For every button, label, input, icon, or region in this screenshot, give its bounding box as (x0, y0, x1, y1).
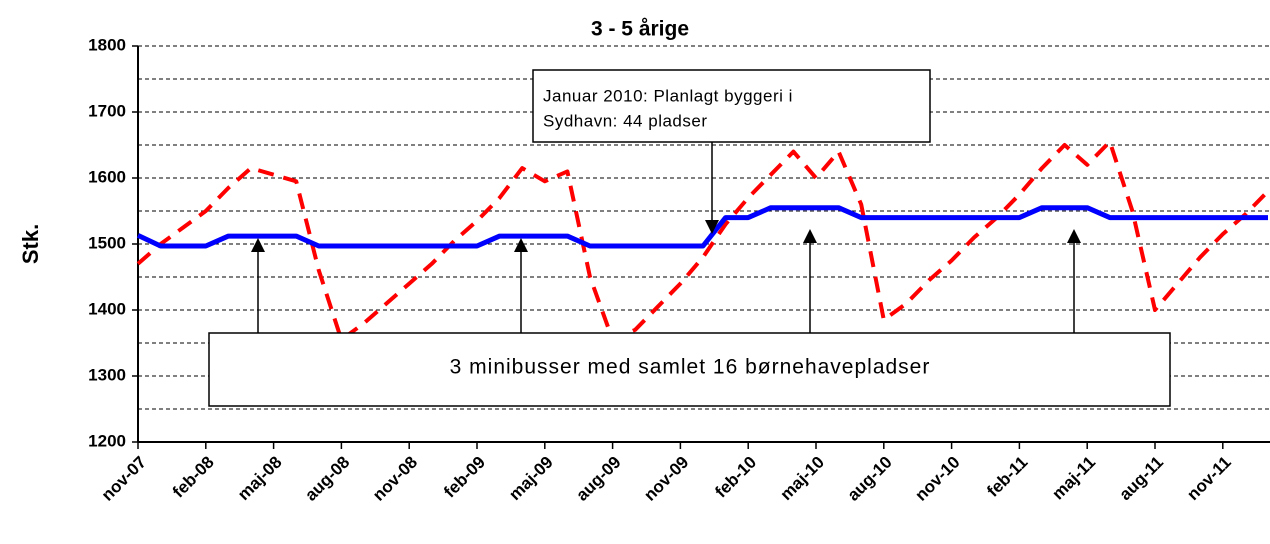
annotation-text: Sydhavn: 44 pladser (543, 111, 708, 130)
data-line (136, 205, 1268, 249)
x-tick-label: maj-09 (505, 453, 557, 505)
annotation-text: 3 minibusser med samlet 16 børnehaveplad… (450, 356, 931, 379)
arrow-head (251, 238, 265, 252)
arrow-head (1067, 229, 1081, 243)
x-tick-label: feb-11 (983, 453, 1031, 501)
y-tick-label: 1200 (88, 431, 126, 450)
x-tick-label: aug-10 (844, 453, 896, 505)
x-tick-label: nov-09 (640, 453, 692, 505)
annotation-box (208, 332, 1171, 407)
y-tick-label: 1600 (88, 167, 126, 186)
annotation-layer: Januar 2010: Planlagt byggeri i Sydhavn:… (208, 69, 1171, 407)
x-tick-label: feb-09 (440, 453, 489, 502)
arrow-head (803, 229, 817, 243)
y-tick-label: 1800 (88, 35, 126, 54)
x-tick-label: aug-09 (572, 453, 624, 505)
y-tick-label: 1700 (88, 101, 126, 120)
x-tick-label: nov-08 (369, 453, 421, 505)
x-tick-label: nov-11 (1183, 453, 1235, 505)
x-tick-label: maj-11 (1048, 453, 1099, 504)
y-tick-label: 1500 (88, 233, 126, 252)
arrow-head (705, 220, 719, 234)
x-tick-label: aug-11 (1115, 453, 1167, 505)
y-tick-label: 1300 (88, 365, 126, 384)
x-tick-label: maj-08 (234, 453, 286, 505)
arrow-head (514, 238, 528, 252)
x-tick-label: nov-07 (98, 453, 150, 505)
data-line (136, 139, 1270, 342)
y-axis-label: Stk. (18, 224, 43, 264)
arrows (257, 242, 1075, 333)
x-tick-label: feb-08 (169, 453, 218, 502)
annotation-box (532, 69, 931, 143)
x-tick-label: maj-10 (776, 453, 828, 505)
annotation-text: Januar 2010: Planlagt byggeri i (543, 86, 793, 105)
x-tick-label: feb-10 (711, 453, 760, 502)
chart-title: 3 - 5 årige (591, 18, 689, 41)
x-tick-label: nov-10 (911, 453, 963, 505)
y-tick-label: 1400 (88, 299, 126, 318)
x-tick-label: aug-08 (301, 453, 353, 505)
